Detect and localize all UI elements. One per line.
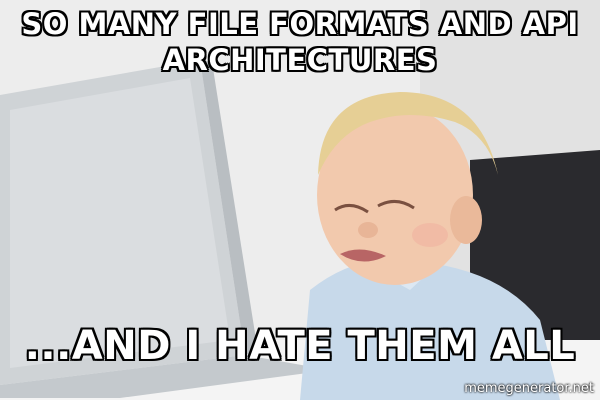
cheek-blush — [412, 223, 448, 247]
left-eye — [334, 204, 369, 214]
child-nose — [358, 222, 378, 238]
child-mouth — [340, 249, 386, 262]
laptop-edge — [200, 60, 258, 355]
meme-bottom-text: ...AND I HATE THEM ALL — [24, 323, 576, 369]
child-shirt — [300, 259, 560, 400]
meme-top-text: SO MANY FILE FORMATS AND API ARCHITECTUR… — [21, 7, 579, 77]
laptop-base — [0, 355, 330, 398]
right-eye — [377, 200, 415, 210]
child-ear — [450, 196, 482, 244]
watermark: memegenerator.net — [464, 381, 594, 396]
child-hair — [318, 92, 498, 175]
laptop-lid-highlight — [10, 78, 230, 368]
